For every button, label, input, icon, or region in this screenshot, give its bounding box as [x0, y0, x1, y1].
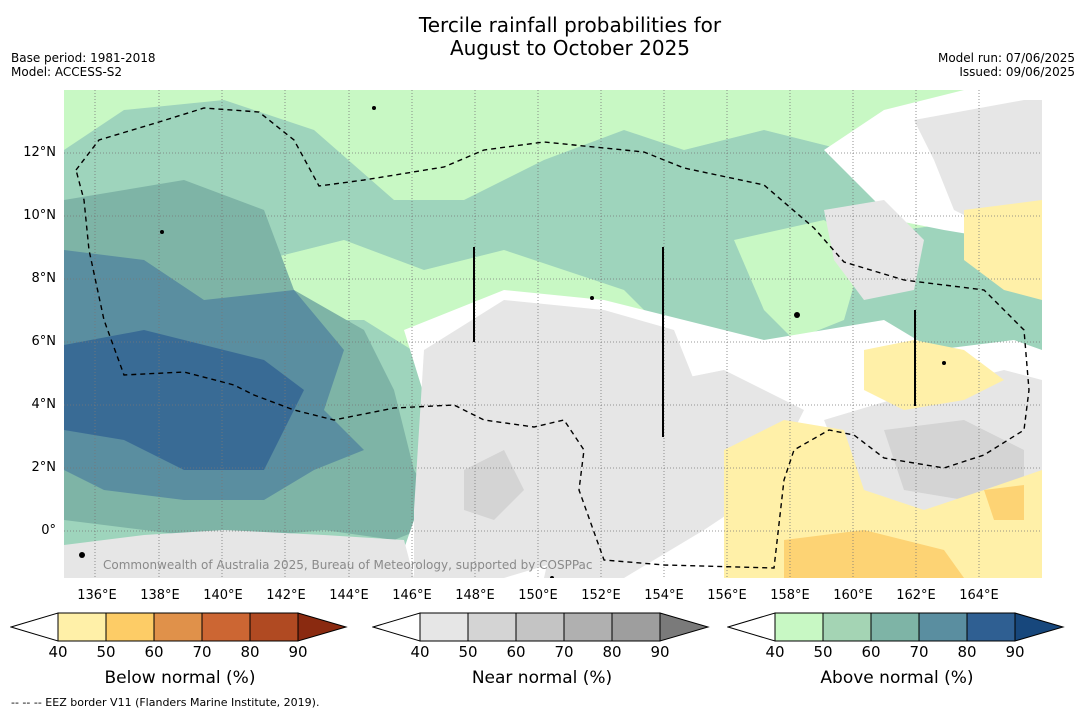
- cb-tick: 90: [1005, 643, 1025, 661]
- cb-tick: 60: [861, 643, 881, 661]
- colorbar-extend-high: [659, 612, 710, 642]
- near-60-region-central: [464, 450, 524, 520]
- model-name: Model: ACCESS-S2: [11, 65, 123, 79]
- near-50-region-mid: [824, 200, 924, 300]
- lon-label: 136°E: [77, 588, 117, 603]
- colorbar-segment: [419, 612, 469, 642]
- colorbar-extend-low: [10, 612, 59, 642]
- lon-label: 164°E: [959, 588, 999, 603]
- below-50-region-e: [864, 340, 1004, 410]
- lon-label: 138°E: [140, 588, 180, 603]
- eez-borders: [75, 107, 1030, 569]
- colorbar-above-normal: [727, 612, 1065, 642]
- cb-tick: 50: [96, 643, 116, 661]
- cb-tick: 80: [240, 643, 260, 661]
- map-canvas: [64, 90, 1042, 578]
- lon-label: 146°E: [392, 588, 432, 603]
- cb-tick: 80: [602, 643, 622, 661]
- lat-label: 0°: [41, 523, 56, 538]
- colorbar-segment: [870, 612, 920, 642]
- meta-left: Base period: 1981-2018 Model: ACCESS-S2: [11, 51, 156, 79]
- above-80-region-west: [64, 330, 304, 470]
- colorbar-extend-high: [297, 612, 348, 642]
- colorbar-near-normal: [372, 612, 710, 642]
- colorbar-extend-low: [727, 612, 776, 642]
- colorbar-title-above: Above normal (%): [820, 668, 974, 688]
- colorbar-extend-high: [1014, 612, 1065, 642]
- lat-label: 8°N: [31, 271, 57, 286]
- graticule: [64, 90, 1042, 578]
- colorbar-segment: [105, 612, 155, 642]
- colorbar-title-near: Near normal (%): [471, 668, 613, 688]
- cb-tick: 90: [288, 643, 308, 661]
- colorbar-extend-low: [372, 612, 421, 642]
- eez-footnote: -- -- -- EEZ border V11 (Flanders Marine…: [11, 696, 320, 709]
- colorbar-segment: [467, 612, 517, 642]
- near-60-region-east: [884, 420, 1024, 500]
- cb-tick: 90: [650, 643, 670, 661]
- colorbar-below-normal: [10, 612, 348, 642]
- colorbar-segment: [822, 612, 872, 642]
- lat-label: 12°N: [23, 145, 56, 160]
- islands: [79, 106, 946, 578]
- colorbar-segment: [611, 612, 661, 642]
- cb-tick: 70: [554, 643, 574, 661]
- colorbar-segment: [201, 612, 251, 642]
- cb-tick: 50: [458, 643, 478, 661]
- lat-label: 10°N: [23, 208, 56, 223]
- lat-label: 6°N: [31, 334, 57, 349]
- lon-label: 158°E: [770, 588, 810, 603]
- cb-tick: 80: [957, 643, 977, 661]
- below-50-region-ne: [964, 200, 1042, 300]
- lon-label: 142°E: [266, 588, 306, 603]
- cb-tick: 40: [765, 643, 785, 661]
- cb-tick: 60: [144, 643, 164, 661]
- map-credit: Commonwealth of Australia 2025, Bureau o…: [103, 558, 593, 572]
- lat-label: 4°N: [31, 397, 57, 412]
- lon-label: 156°E: [707, 588, 747, 603]
- colorbar-segment: [515, 612, 565, 642]
- colorbar-segment: [563, 612, 613, 642]
- issued-date: Issued: 09/06/2025: [959, 65, 1075, 79]
- colorbar-segment: [57, 612, 107, 642]
- colorbar-segment: [774, 612, 824, 642]
- map-title: Tercile rainfall probabilities for Augus…: [0, 14, 1085, 60]
- lon-label: 160°E: [833, 588, 873, 603]
- colorbar-segment: [966, 612, 1016, 642]
- lon-label: 162°E: [896, 588, 936, 603]
- boundary-segments: [473, 247, 916, 437]
- title-line-2: August to October 2025: [449, 36, 691, 60]
- cb-tick: 50: [813, 643, 833, 661]
- meta-right: Model run: 07/06/2025 Issued: 09/06/2025: [938, 51, 1075, 79]
- below-60-region-s: [784, 530, 964, 578]
- colorbar-segment: [153, 612, 203, 642]
- lon-label: 150°E: [518, 588, 558, 603]
- near-50-region-ne: [914, 100, 1042, 230]
- cb-tick: 60: [506, 643, 526, 661]
- below-60-region-e: [984, 485, 1024, 520]
- cb-tick: 40: [48, 643, 68, 661]
- colorbar-segment: [249, 612, 299, 642]
- colorbar-segment: [918, 612, 968, 642]
- colorbar-title-below: Below normal (%): [104, 668, 256, 688]
- lon-label: 144°E: [329, 588, 369, 603]
- cb-tick: 40: [410, 643, 430, 661]
- lon-label: 154°E: [644, 588, 684, 603]
- cb-tick: 70: [909, 643, 929, 661]
- lat-label: 2°N: [31, 460, 57, 475]
- base-period: Base period: 1981-2018: [11, 51, 156, 65]
- above-50-region-north: [64, 90, 1042, 230]
- above-50-region-east: [734, 220, 864, 340]
- model-run: Model run: 07/06/2025: [937, 51, 1075, 65]
- lon-label: 148°E: [455, 588, 495, 603]
- near-50-region-south: [544, 370, 804, 578]
- lon-label: 140°E: [203, 588, 243, 603]
- above-50-strip: [64, 90, 484, 130]
- lon-label: 152°E: [581, 588, 621, 603]
- title-line-1: Tercile rainfall probabilities for: [418, 13, 722, 37]
- near-50-region-sw: [64, 530, 414, 578]
- cb-tick: 70: [192, 643, 212, 661]
- probability-map: [64, 90, 1042, 578]
